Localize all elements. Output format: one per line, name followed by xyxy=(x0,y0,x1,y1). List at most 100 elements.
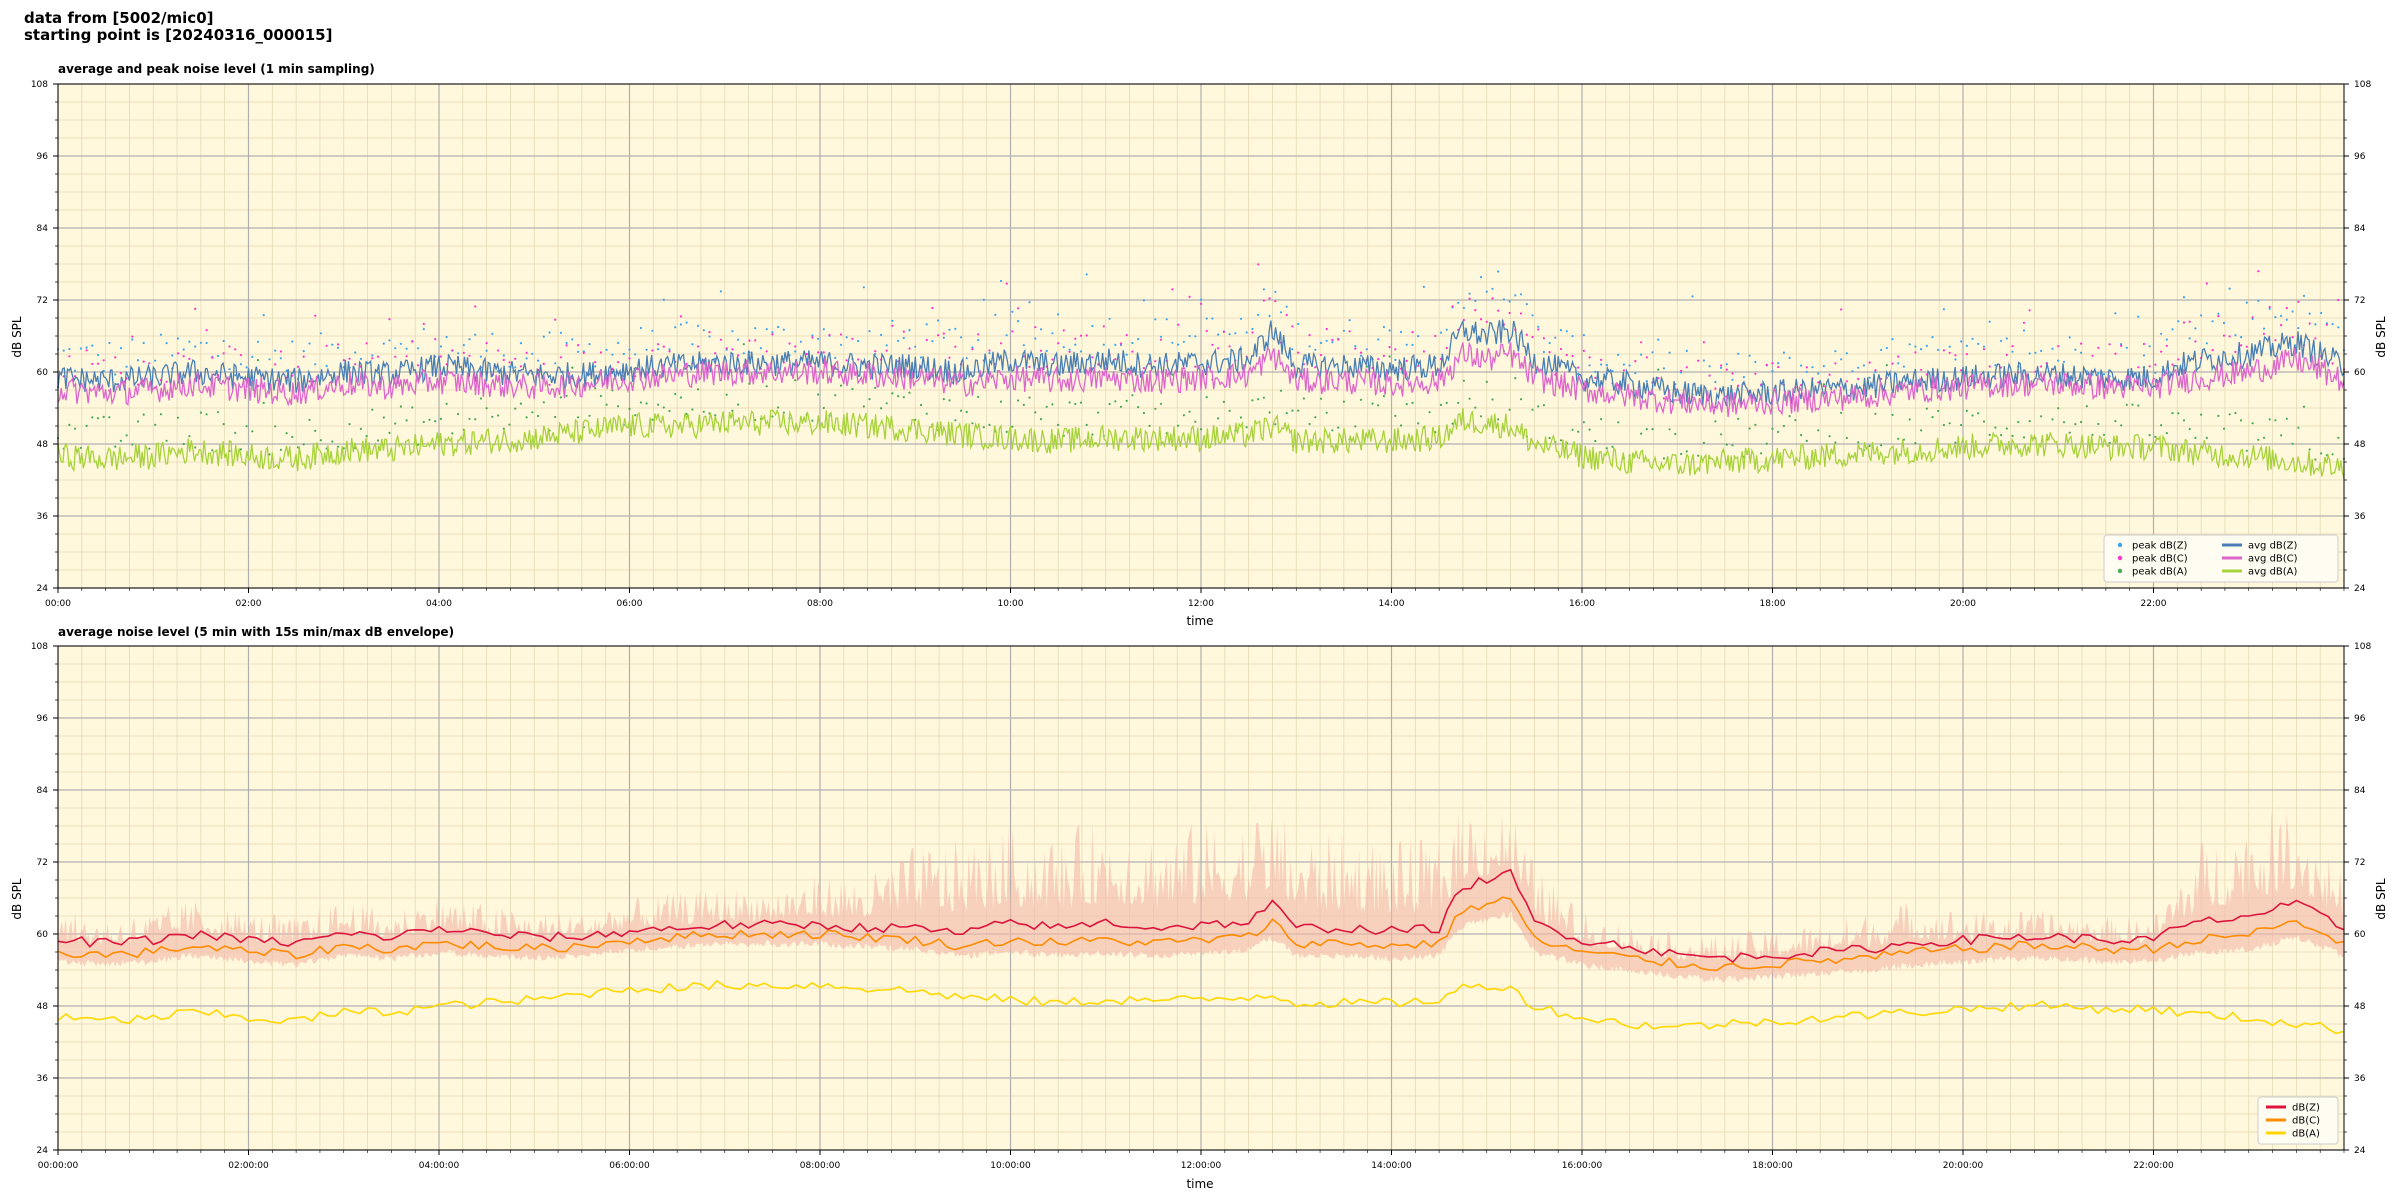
peak-point xyxy=(1491,297,1494,300)
peak-point xyxy=(2142,354,2146,357)
peak-point xyxy=(1725,368,1728,371)
peak-point xyxy=(1108,317,1111,320)
top-chart-title: average and peak noise level (1 min samp… xyxy=(58,62,375,76)
peak-point xyxy=(617,361,620,364)
peak-point xyxy=(2085,405,2088,408)
peak-point xyxy=(828,333,831,337)
peak-point xyxy=(1851,370,1854,373)
peak-point xyxy=(1417,364,1420,367)
peak-point xyxy=(845,359,848,362)
peak-point xyxy=(1508,300,1511,303)
x-tick-label: 00:00:00 xyxy=(38,1161,79,1171)
peak-point xyxy=(2222,334,2226,337)
peak-point xyxy=(2217,312,2220,315)
y-tick-label: 60 xyxy=(37,368,49,378)
peak-point xyxy=(639,401,643,404)
x-tick-label: 04:00 xyxy=(426,599,452,609)
peak-point xyxy=(479,355,482,358)
peak-point xyxy=(1388,329,1391,332)
peak-point xyxy=(1988,365,1991,368)
x-tick-label: 22:00:00 xyxy=(2133,1161,2174,1171)
peak-point xyxy=(2200,413,2203,416)
peak-point xyxy=(1091,356,1094,359)
peak-point xyxy=(862,286,865,289)
peak-point xyxy=(948,328,951,331)
peak-point xyxy=(817,351,820,354)
peak-point xyxy=(222,352,225,355)
peak-point xyxy=(1485,290,1488,293)
peak-point xyxy=(1925,344,1928,347)
y-tick-label-right: 96 xyxy=(2354,152,2366,162)
peak-point xyxy=(868,330,871,333)
peak-point xyxy=(1605,363,1608,367)
y-tick-label-right: 24 xyxy=(2354,584,2366,594)
peak-point xyxy=(874,350,877,353)
peak-point xyxy=(1822,383,1825,386)
peak-point xyxy=(1022,344,1025,347)
peak-point xyxy=(1399,330,1403,334)
peak-point xyxy=(1845,436,1848,440)
peak-point xyxy=(108,341,111,345)
peak-point xyxy=(794,350,797,353)
peak-point xyxy=(171,354,174,357)
peak-point xyxy=(1017,320,1020,323)
peak-point xyxy=(1262,288,1265,291)
peak-point xyxy=(1600,363,1603,366)
peak-point xyxy=(1331,429,1334,432)
peak-point xyxy=(2337,326,2340,329)
peak-point xyxy=(1828,435,1831,438)
peak-point xyxy=(742,343,745,346)
peak-point xyxy=(571,366,574,369)
peak-point xyxy=(668,350,671,353)
peak-point xyxy=(1045,349,1048,353)
x-tick-label: 14:00:00 xyxy=(1371,1161,1412,1171)
peak-point xyxy=(1422,350,1425,353)
peak-point xyxy=(1051,403,1054,406)
peak-point xyxy=(685,362,688,365)
y-tick-label: 24 xyxy=(37,1146,49,1156)
peak-point xyxy=(1748,427,1751,430)
peak-point xyxy=(96,353,100,357)
peak-point xyxy=(194,446,197,449)
peak-point xyxy=(559,356,563,359)
peak-point xyxy=(942,398,945,401)
bottom-chart-xlabel: time xyxy=(1186,1177,1213,1191)
peak-point xyxy=(1588,428,1591,431)
peak-point xyxy=(2017,420,2020,424)
peak-point xyxy=(737,338,740,341)
peak-point xyxy=(1245,426,1248,429)
peak-point xyxy=(1571,335,1574,338)
peak-point xyxy=(2245,449,2248,452)
peak-point xyxy=(1382,354,1385,357)
peak-point xyxy=(514,407,517,410)
peak-point xyxy=(2028,309,2031,312)
peak-point xyxy=(662,406,665,409)
peak-point xyxy=(2034,370,2037,373)
peak-point xyxy=(811,334,814,337)
peak-point xyxy=(942,332,945,335)
peak-point xyxy=(1417,422,1420,425)
peak-point xyxy=(348,423,351,426)
peak-point xyxy=(296,365,300,368)
peak-point xyxy=(1948,351,1951,354)
peak-point xyxy=(188,435,191,438)
peak-point xyxy=(1937,409,1940,413)
peak-point xyxy=(851,337,854,340)
peak-point xyxy=(554,362,557,365)
peak-point xyxy=(1337,426,1340,429)
peak-point xyxy=(1857,377,1860,381)
peak-point xyxy=(1742,376,1745,379)
peak-point xyxy=(1257,398,1260,401)
peak-point xyxy=(439,345,442,348)
peak-point xyxy=(1845,380,1848,383)
x-tick-label: 02:00:00 xyxy=(228,1161,269,1171)
peak-point xyxy=(205,341,208,345)
peak-point xyxy=(182,355,185,358)
peak-point xyxy=(497,414,500,417)
peak-point xyxy=(514,366,517,369)
peak-point xyxy=(1314,366,1317,369)
peak-point xyxy=(239,354,242,357)
peak-point xyxy=(1582,421,1585,424)
peak-point xyxy=(668,348,671,351)
peak-point xyxy=(891,319,894,322)
